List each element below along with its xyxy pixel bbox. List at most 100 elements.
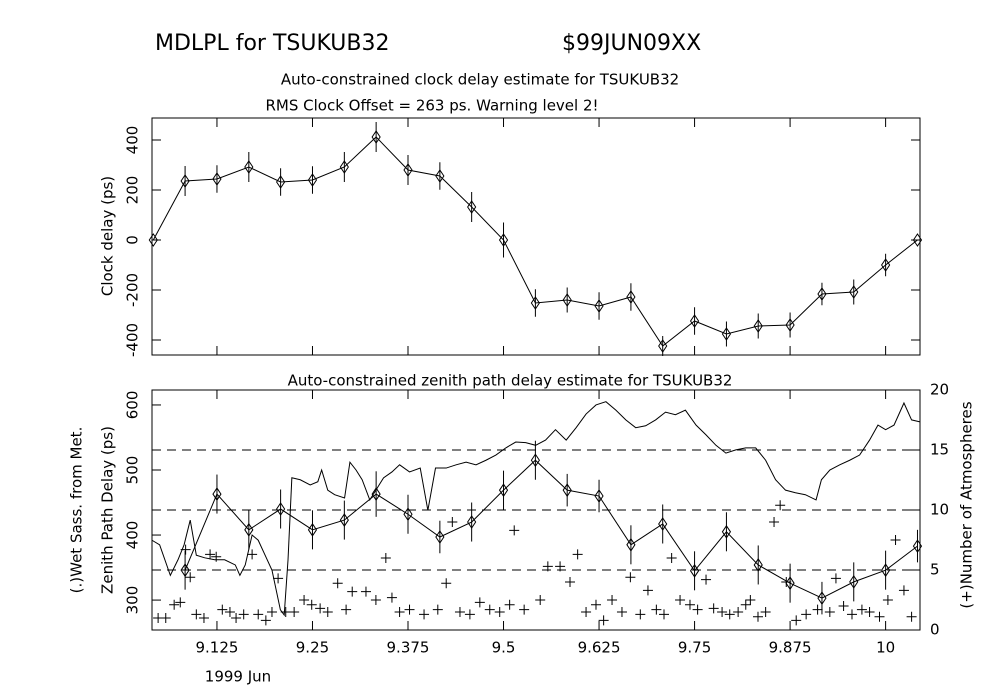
x-tick-label: 9.375 [387, 639, 430, 657]
x-tick-label: 9.25 [296, 639, 329, 657]
plus-marker [542, 561, 553, 572]
plus-marker [801, 609, 812, 620]
plus-marker [830, 573, 841, 584]
diamond-marker [212, 487, 222, 501]
diamond-marker [180, 563, 190, 578]
plus-marker [322, 607, 333, 617]
plus-marker [191, 609, 202, 620]
y2-tick-label: 20 [930, 381, 949, 399]
x-tick-label: 9.875 [769, 639, 812, 657]
plus-marker [509, 525, 520, 536]
diamond-marker [307, 173, 318, 187]
plus-marker [519, 604, 530, 615]
diamond-marker [753, 558, 763, 572]
plus-marker [447, 517, 458, 527]
page-title: MDLPL for TSUKUB32 [155, 31, 389, 56]
diamond-marker [881, 563, 891, 578]
plus-marker [169, 599, 180, 610]
diamond-marker [881, 258, 891, 272]
chart-subtitle: RMS Clock Offset = 263 ps. Warning level… [265, 97, 598, 115]
plus-marker [724, 609, 735, 620]
diamond-marker [658, 339, 668, 353]
plus-marker [745, 595, 756, 605]
plus-marker [824, 607, 835, 617]
plus-marker [692, 604, 703, 615]
diamond-marker [562, 293, 572, 307]
plus-marker [760, 607, 771, 617]
plus-marker [590, 599, 601, 610]
plus-marker [781, 577, 792, 587]
plus-marker [160, 613, 171, 623]
diamond-marker [530, 296, 540, 310]
diamond-marker [594, 489, 604, 503]
plot-frame [151, 117, 921, 356]
plus-marker [386, 592, 397, 603]
plus-marker [224, 607, 235, 617]
plus-marker [791, 615, 802, 626]
plus-marker [581, 607, 592, 617]
diamond-marker [849, 285, 859, 299]
plus-marker [306, 599, 317, 610]
plus-marker [659, 609, 669, 620]
diamond-marker [467, 515, 477, 529]
diamond-marker [371, 487, 381, 501]
experiment-id: $99JUN09XX [562, 31, 701, 56]
plus-marker [752, 611, 763, 622]
plus-marker [217, 604, 228, 615]
diamond-marker [403, 163, 413, 177]
diamond-marker [403, 507, 413, 522]
diamond-marker [371, 130, 381, 144]
plus-marker [898, 585, 909, 596]
plus-marker [616, 607, 627, 617]
diamond-marker [658, 517, 668, 531]
plus-marker [454, 607, 465, 617]
diamond-marker [244, 160, 254, 174]
diamond-marker [753, 319, 763, 333]
plus-marker [882, 595, 893, 605]
x-tick-label: 10 [876, 639, 895, 657]
plus-marker [701, 574, 712, 585]
plus-marker [253, 609, 264, 620]
diamond-marker [912, 539, 923, 553]
plus-marker [484, 604, 495, 615]
diamond-marker [435, 530, 445, 544]
diamond-marker [498, 233, 509, 247]
y-axis-label: Zenith Path Delay (ps) [99, 426, 117, 594]
plus-marker [380, 553, 391, 563]
plus-marker [864, 607, 875, 617]
diamond-marker [244, 522, 254, 537]
plus-marker [642, 585, 653, 596]
y-tick-label: 500 [124, 456, 142, 485]
diamond-marker [626, 537, 636, 552]
plus-marker [273, 573, 284, 584]
diamond-marker [785, 318, 795, 332]
diamond-marker [498, 483, 509, 498]
plus-marker [504, 599, 515, 610]
plus-marker [775, 500, 786, 511]
plus-marker [812, 604, 823, 615]
diamond-marker [594, 299, 604, 313]
diamond-marker [435, 169, 445, 183]
plus-marker [572, 549, 583, 560]
plus-marker [733, 607, 744, 617]
plus-marker [180, 544, 191, 555]
plus-marker [394, 607, 405, 617]
plus-marker [494, 607, 505, 617]
y-tick-label: 200 [124, 176, 142, 205]
plus-marker [370, 595, 381, 605]
diamond-marker [721, 524, 732, 539]
x-tick-label: 9.75 [678, 639, 711, 657]
y2-tick-label: 5 [930, 561, 940, 579]
plus-marker [341, 604, 352, 615]
plus-marker [675, 595, 686, 605]
plus-marker [874, 611, 885, 622]
chart-title: Auto-constrained zenith path delay estim… [288, 372, 733, 390]
plus-marker [635, 609, 646, 620]
x-tick-label: 9.625 [578, 639, 621, 657]
x-axis-label: 1999 Jun [205, 668, 271, 686]
diamond-marker [339, 160, 349, 174]
diamond-marker [785, 576, 795, 591]
y2-axis-label: (+)Number of Atmospheres [958, 401, 976, 608]
diamond-marker [626, 290, 636, 304]
x-tick-label: 9.125 [195, 639, 238, 657]
